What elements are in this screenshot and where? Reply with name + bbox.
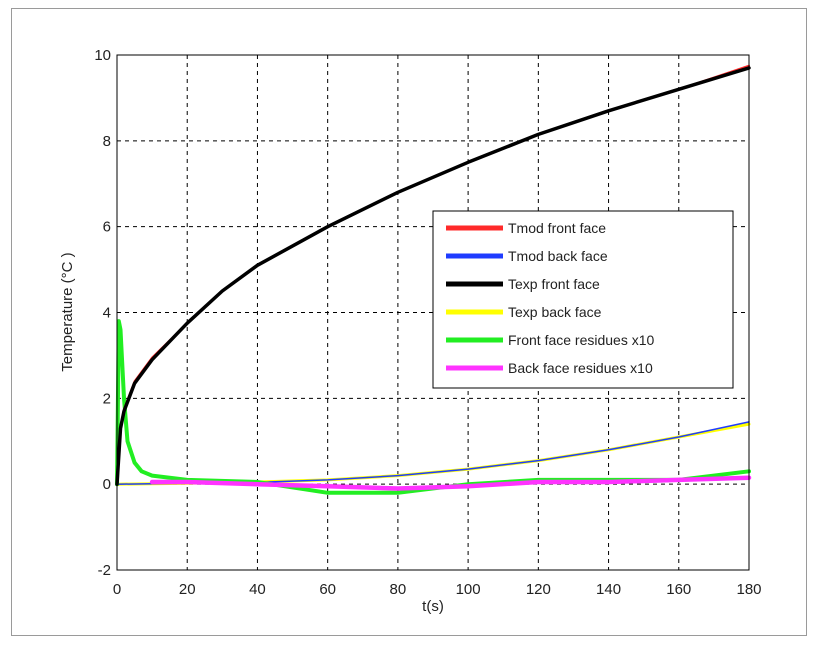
- x-tick-label: 100: [456, 581, 481, 598]
- x-tick-label: 120: [526, 581, 551, 598]
- plot-border: [116, 54, 750, 571]
- series-line-back-residues: [149, 475, 752, 491]
- y-tick-label: 4: [103, 305, 111, 322]
- x-tick-label: 80: [390, 581, 407, 598]
- x-tick-label: 180: [736, 581, 761, 598]
- y-tick-label: 2: [103, 390, 111, 407]
- legend-label-tmod-back-face: Tmod back face: [508, 248, 608, 264]
- y-tick-label: 0: [103, 476, 111, 493]
- legend-label-front-residues: Front face residues x10: [508, 332, 655, 348]
- x-tick-label: 40: [249, 581, 266, 598]
- y-tick-label: 6: [103, 219, 111, 236]
- x-tick-label: 20: [179, 581, 196, 598]
- y-axis-label: Temperature (°C ): [59, 252, 76, 371]
- x-tick-label: 0: [113, 581, 121, 598]
- y-tick-label: 8: [103, 133, 111, 150]
- x-tick-label: 160: [666, 581, 691, 598]
- y-tick-label: 10: [94, 47, 111, 64]
- legend: Tmod front face Tmod back face Texp front …: [432, 210, 734, 389]
- x-tick-label: 140: [596, 581, 621, 598]
- series-group: [115, 64, 752, 495]
- legend-label-tmod-front-face: Tmod front face: [508, 220, 606, 236]
- legend-label-texp-front-face: Texp front face: [508, 276, 600, 292]
- legend-label-back-residues: Back face residues x10: [508, 360, 653, 376]
- y-tick-label: -2: [98, 562, 111, 579]
- x-tick-label: 60: [319, 581, 336, 598]
- legend-label-texp-back-face: Texp back face: [508, 304, 602, 320]
- series-line-texp-front-face: [115, 66, 751, 486]
- legend-box: [432, 210, 734, 389]
- x-axis-label: t(s): [422, 598, 444, 615]
